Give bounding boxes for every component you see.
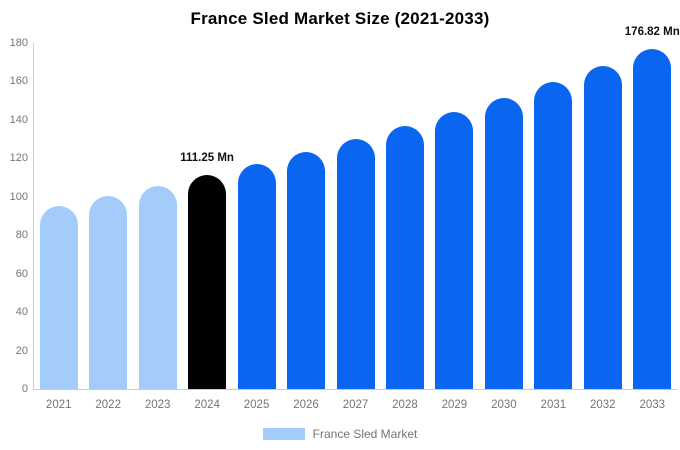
value-label-2024: 111.25 Mn (180, 152, 234, 165)
y-axis-line (33, 43, 34, 389)
y-tick-label-40: 40 (15, 306, 28, 319)
value-label-2033: 176.82 Mn (624, 26, 680, 39)
x-tick-label-2031: 2031 (540, 399, 567, 411)
y-tick-label-20: 20 (15, 344, 28, 357)
x-tick-label-2030: 2030 (491, 399, 517, 411)
bar-2027 (336, 139, 375, 389)
x-tick-label-2022: 2022 (95, 399, 121, 411)
y-tick-label-80: 80 (15, 229, 28, 242)
y-tick-label-100: 100 (9, 190, 28, 203)
bar-2022 (89, 196, 128, 389)
bar-2031 (534, 82, 573, 389)
x-tick-label-2028: 2028 (392, 399, 418, 411)
y-tick-label-0: 0 (21, 383, 28, 395)
x-tick-label-2025: 2025 (243, 399, 270, 411)
chart-title: France Sled Market Size (2021-2033) (190, 9, 490, 28)
x-tick-label-2021: 2021 (45, 399, 72, 411)
bar-2030 (484, 97, 523, 389)
x-tick-label-2027: 2027 (342, 399, 369, 411)
bar-2026 (287, 151, 326, 389)
bar-2029 (435, 112, 474, 389)
bar-2032 (583, 66, 622, 389)
x-tick-label-2026: 2026 (293, 399, 319, 411)
bar-2028 (385, 126, 424, 389)
legend-item[interactable]: France Sled Market (0, 427, 680, 441)
y-tick-label-180: 180 (9, 37, 28, 49)
bar-2024 (188, 175, 227, 389)
x-axis-line (33, 389, 677, 390)
x-tick-label-2029: 2029 (441, 399, 468, 411)
legend-label: France Sled Market (312, 427, 418, 441)
bar-2023 (138, 185, 177, 389)
x-tick-label-2023: 2023 (144, 399, 171, 411)
y-tick-label-160: 160 (9, 75, 28, 88)
y-tick-label-60: 60 (15, 267, 28, 280)
x-tick-label-2032: 2032 (590, 399, 616, 411)
bar-2025 (237, 163, 276, 389)
x-tick-label-2024: 2024 (194, 399, 220, 411)
y-tick-label-120: 120 (9, 152, 28, 165)
bar-2021 (39, 205, 78, 389)
x-tick-label-2033: 2033 (639, 399, 666, 411)
y-tick-label-140: 140 (9, 113, 28, 126)
bar-2033 (633, 49, 672, 389)
legend-swatch (262, 428, 305, 440)
